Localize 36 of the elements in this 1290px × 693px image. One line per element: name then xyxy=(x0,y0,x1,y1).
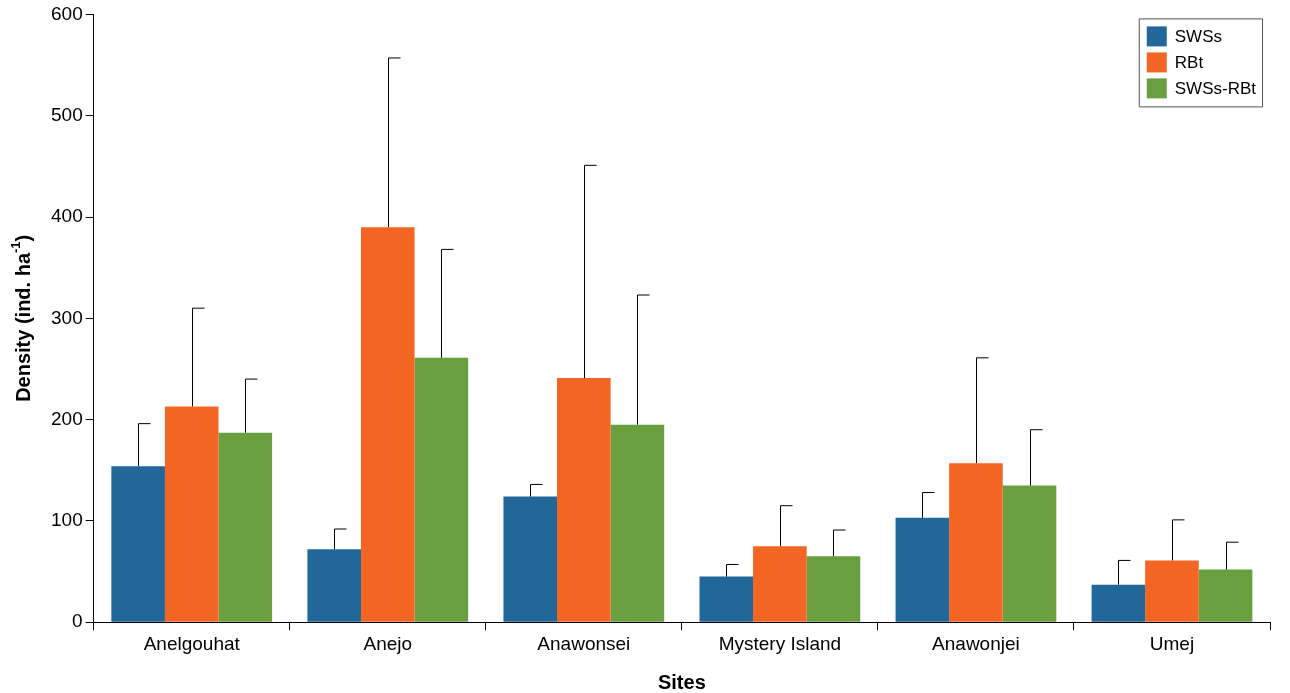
bar xyxy=(218,432,273,622)
y-tick-label: 0 xyxy=(72,610,83,632)
bar xyxy=(414,357,469,622)
y-tick-label: 400 xyxy=(51,205,83,227)
bar xyxy=(503,496,558,622)
y-tick-label: 300 xyxy=(51,306,83,328)
bar xyxy=(164,406,219,622)
y-tick-label: 100 xyxy=(51,509,83,531)
bar xyxy=(1002,485,1057,622)
bar xyxy=(307,549,361,622)
bar xyxy=(699,576,754,622)
bar xyxy=(610,424,665,622)
y-tick-label: 600 xyxy=(51,2,83,24)
y-tick-label: 200 xyxy=(51,407,83,429)
bar xyxy=(949,463,1003,622)
legend-label: SWSs-RBt xyxy=(1174,79,1257,99)
bar xyxy=(1198,569,1253,622)
y-axis-title: Density (ind. ha-1) xyxy=(7,234,34,402)
legend-label: SWSs xyxy=(1174,27,1223,47)
bar xyxy=(1145,560,1199,622)
bar xyxy=(895,517,950,622)
x-axis-title: Sites xyxy=(657,670,706,693)
bar xyxy=(557,378,611,622)
x-tick-label: Anawonsei xyxy=(537,632,631,654)
x-tick-label: Anelgouhat xyxy=(143,632,241,654)
y-tick-label: 500 xyxy=(51,103,83,125)
x-tick-label: Anejo xyxy=(363,632,413,654)
bar xyxy=(360,227,415,622)
x-tick-label: Anawonjei xyxy=(932,632,1020,654)
bar xyxy=(753,546,807,622)
bar xyxy=(111,466,165,622)
x-tick-label: Mystery Island xyxy=(718,632,842,654)
x-tick-label: Umej xyxy=(1149,632,1195,654)
legend-label: RBt xyxy=(1174,53,1204,73)
bar xyxy=(1091,584,1146,622)
bar xyxy=(806,556,861,622)
